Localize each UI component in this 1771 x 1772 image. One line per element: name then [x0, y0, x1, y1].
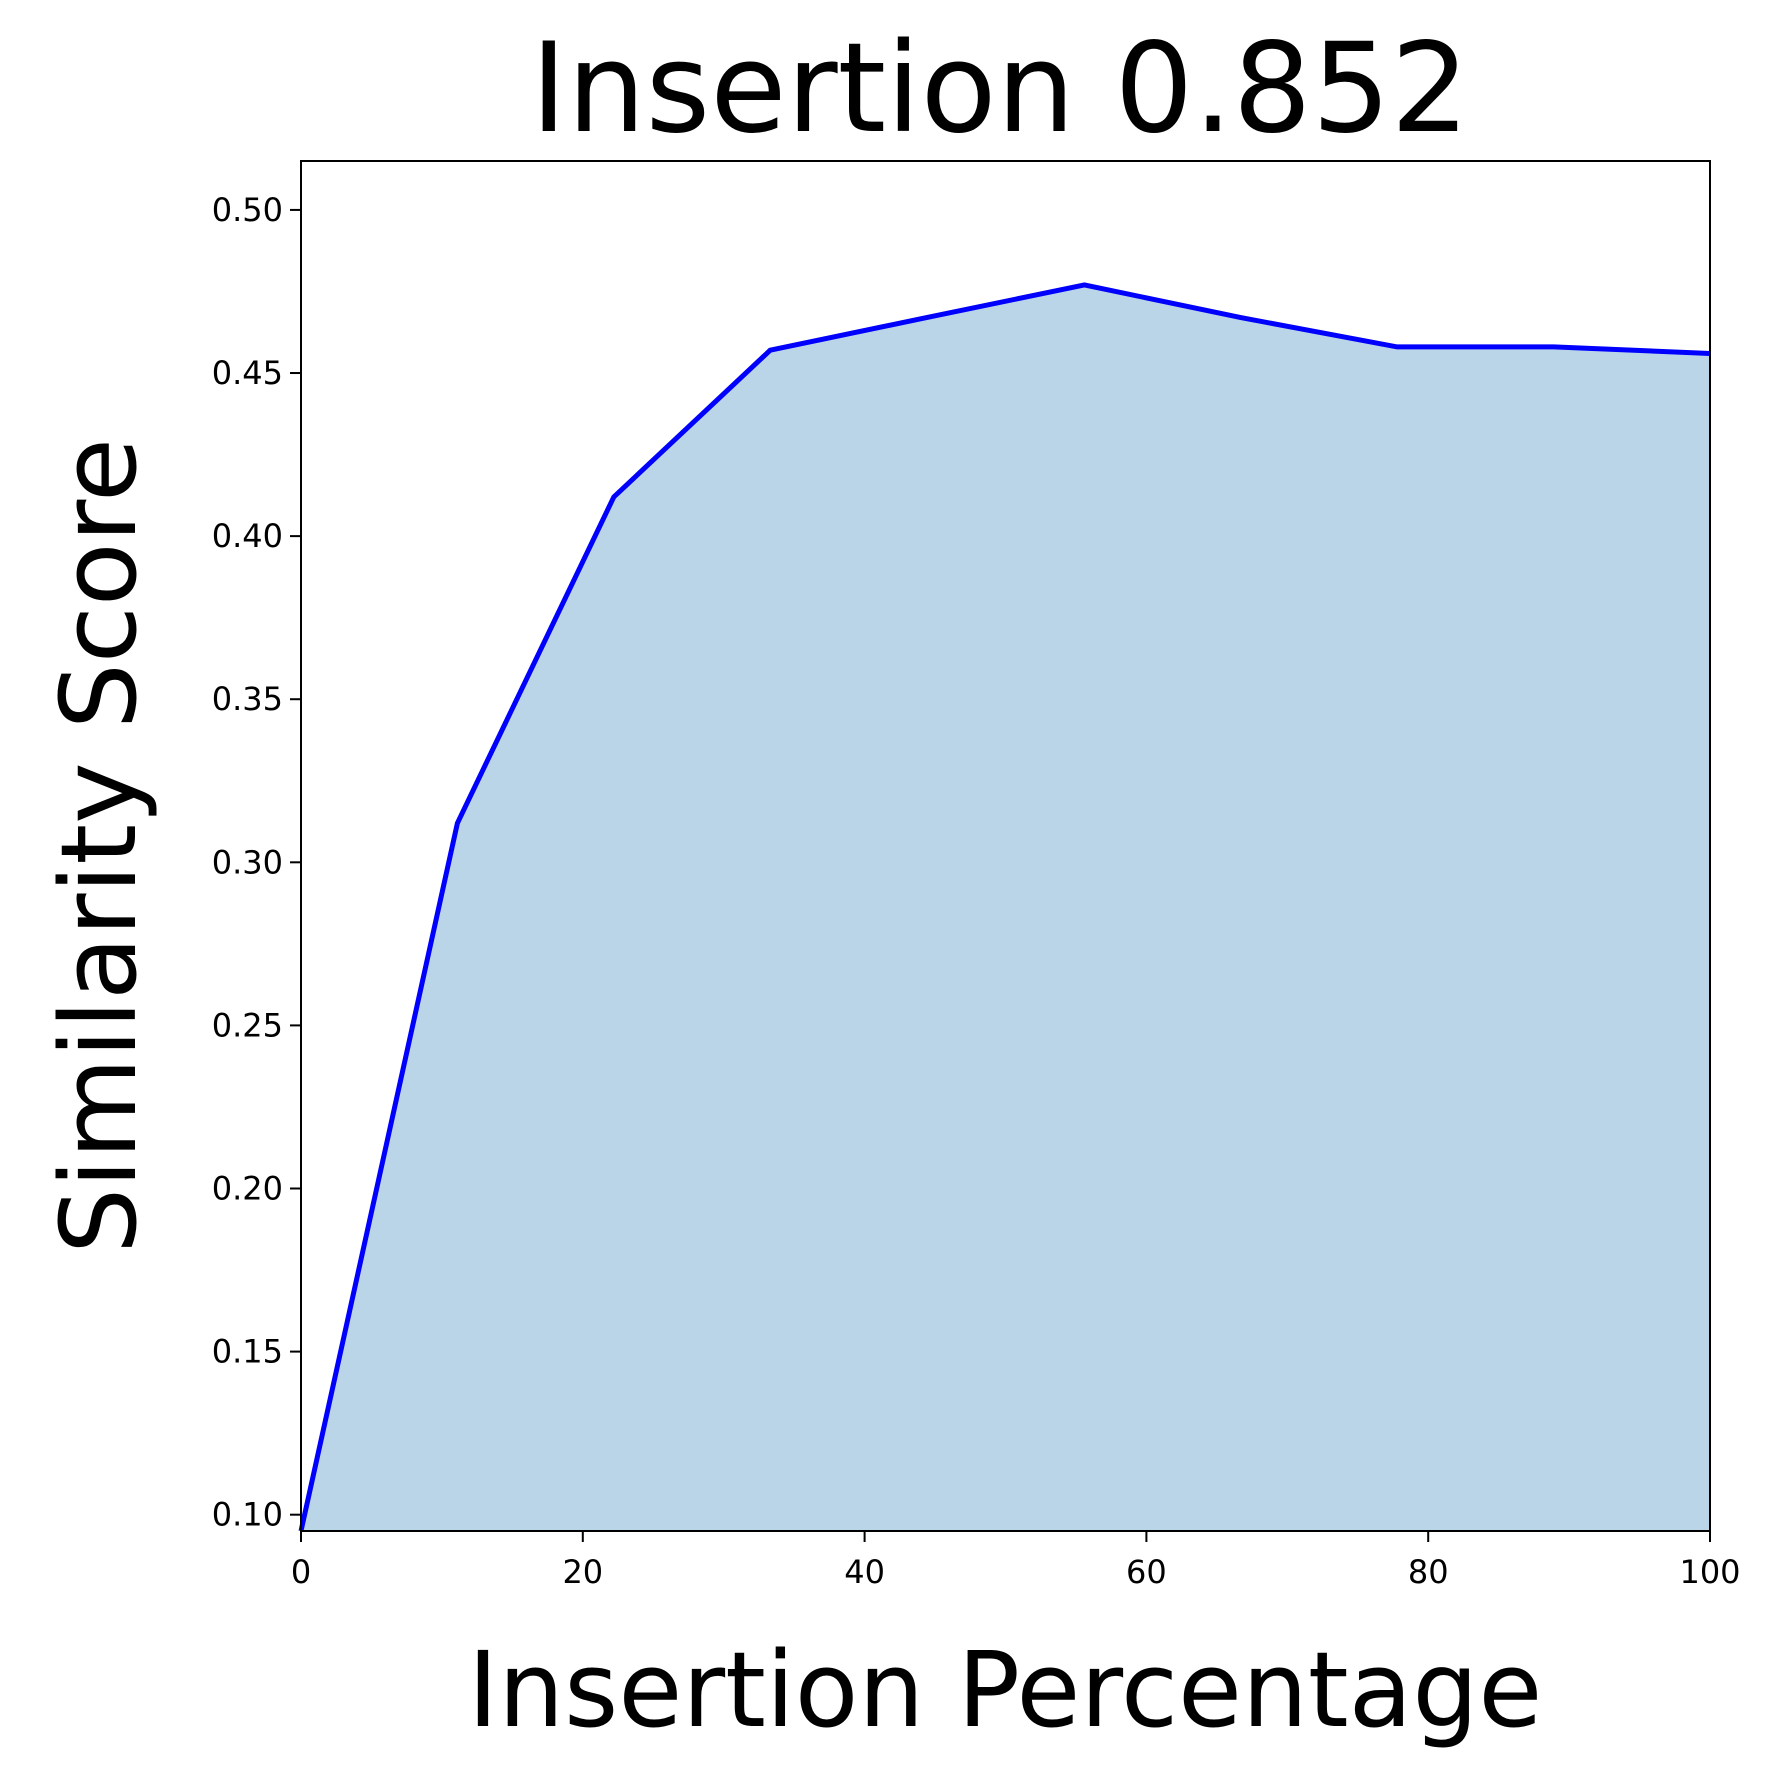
y-tick-label: 0.35 — [212, 680, 283, 718]
y-axis-title: Similarity Score — [38, 438, 160, 1254]
y-tick-label: 0.25 — [212, 1006, 283, 1044]
series-line — [298, 282, 1711, 1532]
x-axis-title: Insertion Percentage — [468, 1629, 1543, 1751]
y-tick-label: 0.50 — [212, 191, 283, 229]
plot-area — [298, 282, 1711, 1532]
x-tick-label: 0 — [291, 1553, 311, 1591]
y-tick-label: 0.40 — [212, 517, 283, 555]
x-tick-label: 60 — [1126, 1553, 1167, 1591]
chart-title: Insertion 0.852 — [531, 17, 1470, 161]
y-tick-label: 0.10 — [212, 1496, 283, 1534]
plot-frame — [300, 160, 1711, 1532]
x-tick-label: 40 — [844, 1553, 885, 1591]
y-axis-ticks: 0.10 0.15 0.20 0.25 0.30 0.35 0.40 0.45 0.50 — [212, 191, 301, 1534]
area-fill — [301, 284, 1710, 1532]
x-tick-label: 20 — [562, 1553, 603, 1591]
x-tick-label: 100 — [1679, 1553, 1740, 1591]
y-tick-label: 0.45 — [212, 354, 283, 392]
x-tick-label: 80 — [1408, 1553, 1449, 1591]
y-tick-label: 0.30 — [212, 843, 283, 881]
x-axis-ticks: 0 20 40 60 80 100 — [291, 1531, 1741, 1591]
y-tick-label: 0.20 — [212, 1170, 283, 1208]
y-tick-label: 0.15 — [212, 1333, 283, 1371]
